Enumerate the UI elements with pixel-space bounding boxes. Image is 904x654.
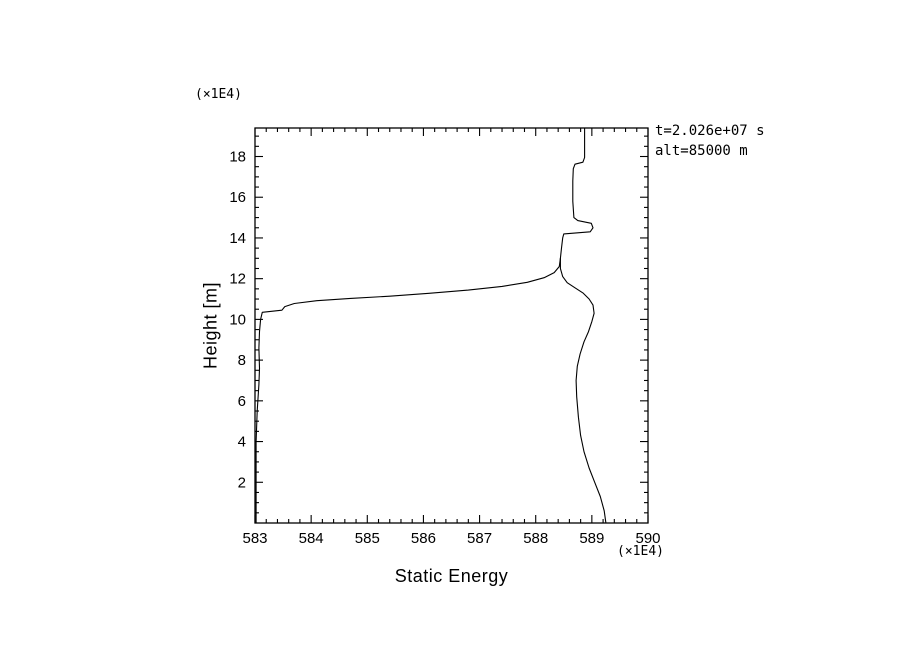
- y-tick-label: 2: [238, 474, 246, 491]
- x-tick-label: 584: [299, 530, 324, 547]
- x-tick-label: 589: [579, 530, 604, 547]
- plot-border: [254, 127, 649, 524]
- x-tick-labels: 583 584 585 586 587 588 589 590: [242, 530, 660, 547]
- y-tick-label: 10: [229, 311, 246, 328]
- x-tick-label: 590: [635, 530, 660, 547]
- y-tick-label: 4: [238, 434, 246, 451]
- x-tick-label: 587: [467, 530, 492, 547]
- time-annotation: t=2.026e+07 s: [655, 123, 765, 139]
- y-tick-label: 6: [238, 393, 246, 410]
- y-tick-label: 18: [229, 149, 246, 166]
- profile-curves: [255, 127, 607, 524]
- y-tick-label: 12: [229, 271, 246, 288]
- static-energy-profile-lower-branch: [255, 127, 594, 524]
- y-tick-label: 8: [238, 352, 246, 369]
- x-tick-label: 585: [355, 530, 380, 547]
- x-tick-label: 588: [523, 530, 548, 547]
- x-tick-label: 586: [411, 530, 436, 547]
- y-tick-label: 16: [229, 189, 246, 206]
- y-axis-unit-label: (×1E4): [195, 87, 242, 102]
- x-tick-label: 583: [242, 530, 267, 547]
- y-tick-label: 14: [229, 230, 246, 247]
- axis-ticks: [254, 128, 649, 523]
- y-axis-title: Height [m]: [200, 281, 221, 370]
- static-energy-profile-right-branch: [559, 257, 607, 524]
- y-tick-labels: 2 4 6 8 10 12 14 16 18: [229, 149, 246, 492]
- altitude-annotation: alt=85000 m: [655, 143, 748, 159]
- x-axis-unit-label: (×1E4): [617, 544, 664, 559]
- x-axis-title: Static Energy: [394, 566, 509, 586]
